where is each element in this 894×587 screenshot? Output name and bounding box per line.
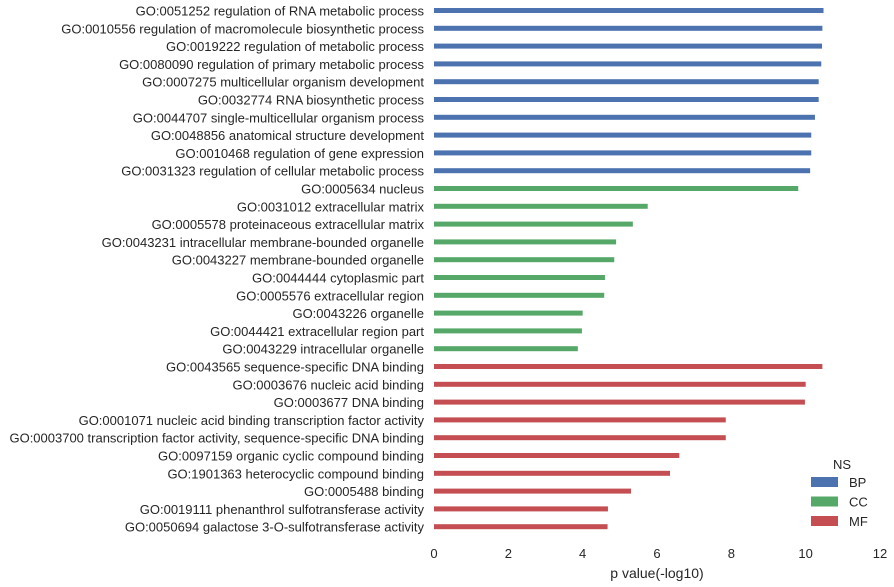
- category-label: GO:0005488 binding: [304, 484, 424, 499]
- category-label: GO:0050694 galactose 3-O-sulfotransferas…: [125, 520, 425, 535]
- bar-cc: [434, 328, 582, 334]
- bar-mf: [434, 506, 608, 512]
- category-label: GO:0043231 intracellular membrane-bounde…: [102, 235, 424, 250]
- bar-mf: [434, 488, 631, 494]
- category-label: GO:0003700 transcription factor activity…: [9, 431, 424, 446]
- bars: [434, 8, 824, 530]
- category-label: GO:0007275 multicellular organism develo…: [142, 75, 424, 90]
- bar-cc: [434, 186, 799, 191]
- category-label: GO:0044421 extracellular region part: [210, 324, 424, 339]
- x-axis-ticks: 0 2 4 6 8 10 12: [430, 546, 887, 561]
- bar-bp: [434, 43, 823, 49]
- category-label: GO:0043229 intracellular organelle: [222, 342, 424, 357]
- x-tick-label: 2: [505, 546, 512, 561]
- category-label: GO:0010556 regulation of macromolecule b…: [61, 21, 424, 36]
- bar-bp: [434, 168, 811, 174]
- category-label: GO:0032774 RNA biosynthetic process: [198, 93, 425, 108]
- category-label: GO:0019111 phenanthrol sulfotransferase …: [140, 502, 425, 517]
- bar-cc: [434, 221, 633, 227]
- legend: NS BP CC MF: [811, 457, 868, 529]
- x-tick-label: 12: [873, 546, 887, 561]
- bar-mf: [434, 417, 726, 423]
- bar-cc: [434, 292, 605, 298]
- bar-bp: [434, 150, 812, 156]
- category-label: GO:1901363 heterocyclic compound binding: [167, 466, 424, 481]
- category-label: GO:0031323 regulation of cellular metabo…: [121, 164, 424, 179]
- category-label: GO:0043565 sequence-specific DNA binding: [166, 360, 424, 375]
- category-label: GO:0003676 nucleic acid binding: [232, 377, 424, 392]
- bar-cc: [434, 203, 648, 209]
- category-label: GO:0043227 membrane-bounded organelle: [172, 253, 424, 268]
- legend-swatch-bp: [811, 477, 838, 487]
- category-label: GO:0005578 proteinaceous extracellular m…: [152, 217, 425, 232]
- x-tick-label: 0: [430, 546, 437, 561]
- category-label: GO:0019222 regulation of metabolic proce…: [166, 39, 424, 54]
- category-label: GO:0005634 nucleus: [301, 182, 424, 197]
- bar-mf: [434, 381, 806, 387]
- category-label: GO:0043226 organelle: [292, 306, 424, 321]
- bar-cc: [434, 310, 583, 316]
- x-tick-label: 8: [728, 546, 735, 561]
- bar-bp: [434, 132, 812, 138]
- bar-cc: [434, 275, 605, 280]
- bar-bp: [434, 25, 823, 31]
- legend-label-mf: MF: [849, 514, 868, 529]
- category-label: GO:0051252 regulation of RNA metabolic p…: [136, 4, 425, 19]
- bar-bp: [434, 97, 819, 102]
- category-label: GO:0001071 nucleic acid binding transcri…: [79, 413, 425, 428]
- bar-bp: [434, 61, 822, 67]
- bar-mf: [434, 470, 671, 476]
- category-label: GO:0080090 regulation of primary metabol…: [119, 57, 424, 72]
- legend-swatch-mf: [811, 516, 838, 526]
- bar-cc: [434, 346, 578, 352]
- x-tick-label: 10: [798, 546, 812, 561]
- legend-swatch-cc: [811, 496, 838, 507]
- category-label: GO:0097159 organic cyclic compound bindi…: [158, 449, 424, 464]
- bar-cc: [434, 239, 617, 245]
- legend-title: NS: [833, 457, 851, 472]
- bar-mf: [434, 453, 680, 458]
- x-tick-label: 4: [579, 546, 586, 561]
- category-label: GO:0010468 regulation of gene expression: [175, 146, 424, 161]
- bar-bp: [434, 8, 824, 13]
- category-label: GO:0044444 cytoplasmic part: [252, 271, 424, 286]
- bar-bp: [434, 114, 815, 120]
- category-label: GO:0031012 extracellular matrix: [237, 199, 425, 214]
- y-axis-labels: GO:0051252 regulation of RNA metabolic p…: [9, 4, 424, 535]
- category-label: GO:0003677 DNA binding: [274, 395, 424, 410]
- bar-mf: [434, 524, 608, 530]
- bar-mf: [434, 399, 805, 405]
- legend-label-bp: BP: [849, 475, 866, 490]
- category-label: GO:0044707 single-multicellular organism…: [133, 110, 425, 125]
- category-label: GO:0005576 extracellular region: [236, 288, 424, 303]
- x-tick-label: 6: [653, 546, 660, 561]
- legend-label-cc: CC: [849, 495, 868, 510]
- bar-bp: [434, 79, 819, 85]
- x-axis-label: p value(-log10): [610, 565, 703, 581]
- bar-mf: [434, 364, 823, 369]
- bar-cc: [434, 257, 615, 263]
- category-label: GO:0048856 anatomical structure developm…: [151, 128, 425, 143]
- bar-mf: [434, 435, 726, 441]
